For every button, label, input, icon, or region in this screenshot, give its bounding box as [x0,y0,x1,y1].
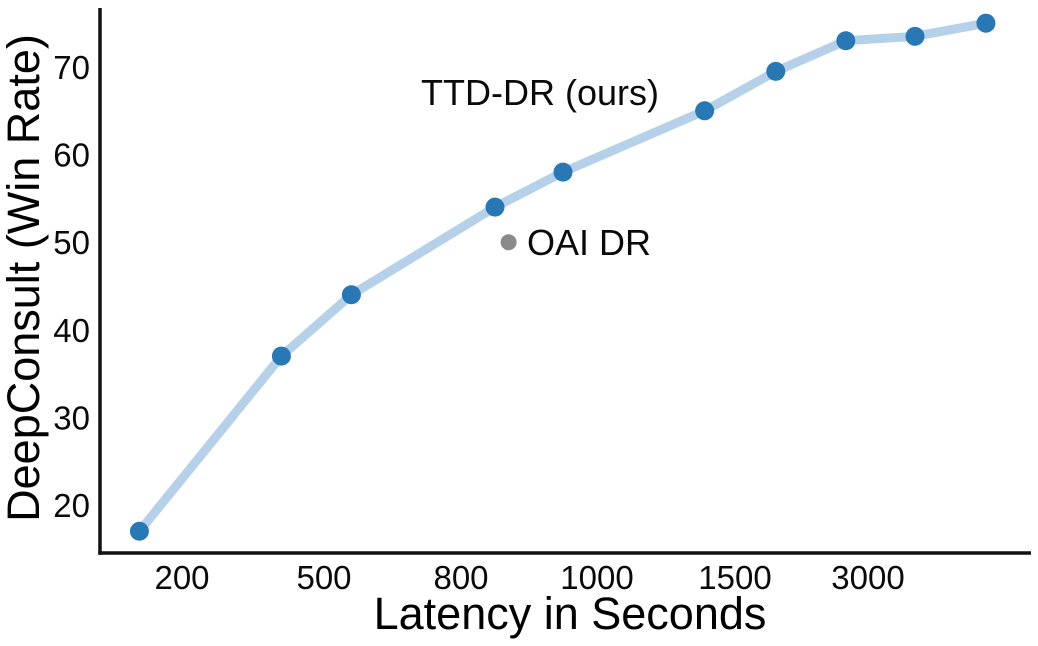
x-tick-label-200: 200 [154,559,209,596]
x-tick-label-3000: 3000 [831,559,904,596]
ttd-dr-point-3 [485,197,505,217]
ttd-dr-line [134,18,991,536]
ttd-dr-point-9 [976,13,996,33]
y-tick-label-60: 60 [53,137,90,174]
ttd-dr-point-0 [129,521,149,541]
x-axis-title: Latency in Seconds [373,588,767,639]
y-tick-label-40: 40 [53,312,90,349]
x-tick-label-1000: 1000 [560,559,633,596]
ttd-dr-point-8 [905,26,925,46]
ttd-dr-point-6 [766,61,786,81]
y-tick-label-20: 20 [53,487,90,524]
series-label-ttd-dr: TTD-DR (ours) [421,72,659,113]
oai-dr-point [500,234,517,251]
y-axis-title: DeepConsult (Win Rate) [0,34,49,522]
x-tick-label-1500: 1500 [698,559,771,596]
y-tick-label-30: 30 [53,399,90,436]
ttd-dr-point-2 [341,285,361,305]
x-tick-label-800: 800 [433,559,488,596]
y-tick-label-70: 70 [53,49,90,86]
ttd-dr-point-5 [695,101,715,121]
ttd-dr-point-7 [836,31,856,51]
ttd-dr-point-4 [553,162,573,182]
ttd-dr-point-1 [271,346,291,366]
x-tick-label-500: 500 [296,559,351,596]
point-label-oai-dr: OAI DR [527,222,652,263]
y-tick-label-50: 50 [53,224,90,261]
